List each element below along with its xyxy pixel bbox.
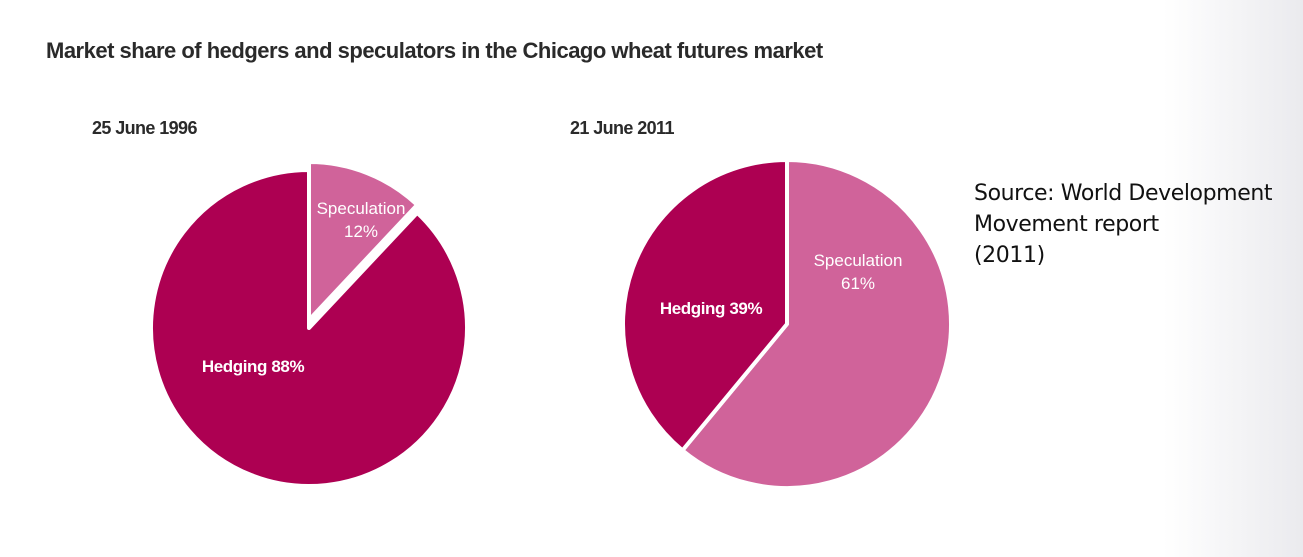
pie-2-label-hedging: Hedging 39% [660,299,763,318]
pie-1-slice-hedging [149,168,469,488]
pie-2-label-speculation: Speculation 61% [814,251,903,293]
background-shade [1163,0,1303,557]
source-line-1: Source: World Development [974,181,1273,206]
pie-1-label-hedging: Hedging 88% [202,357,305,376]
chart-title: Market share of hedgers and speculators … [46,38,823,63]
pie-2-date: 21 June 2011 [570,118,674,138]
pie-2-slice-speculation [680,158,953,490]
source-line-3: (2011) [974,243,1045,268]
source-note: Source: World Development Movement repor… [974,178,1273,271]
pie-1-slice-speculation [307,160,420,322]
pie-2-slice-hedging [621,158,789,453]
source-line-2: Movement report [974,212,1159,237]
pie-1-label-speculation: Speculation 12% [317,199,406,241]
pie-1-date: 25 June 1996 [92,118,197,138]
